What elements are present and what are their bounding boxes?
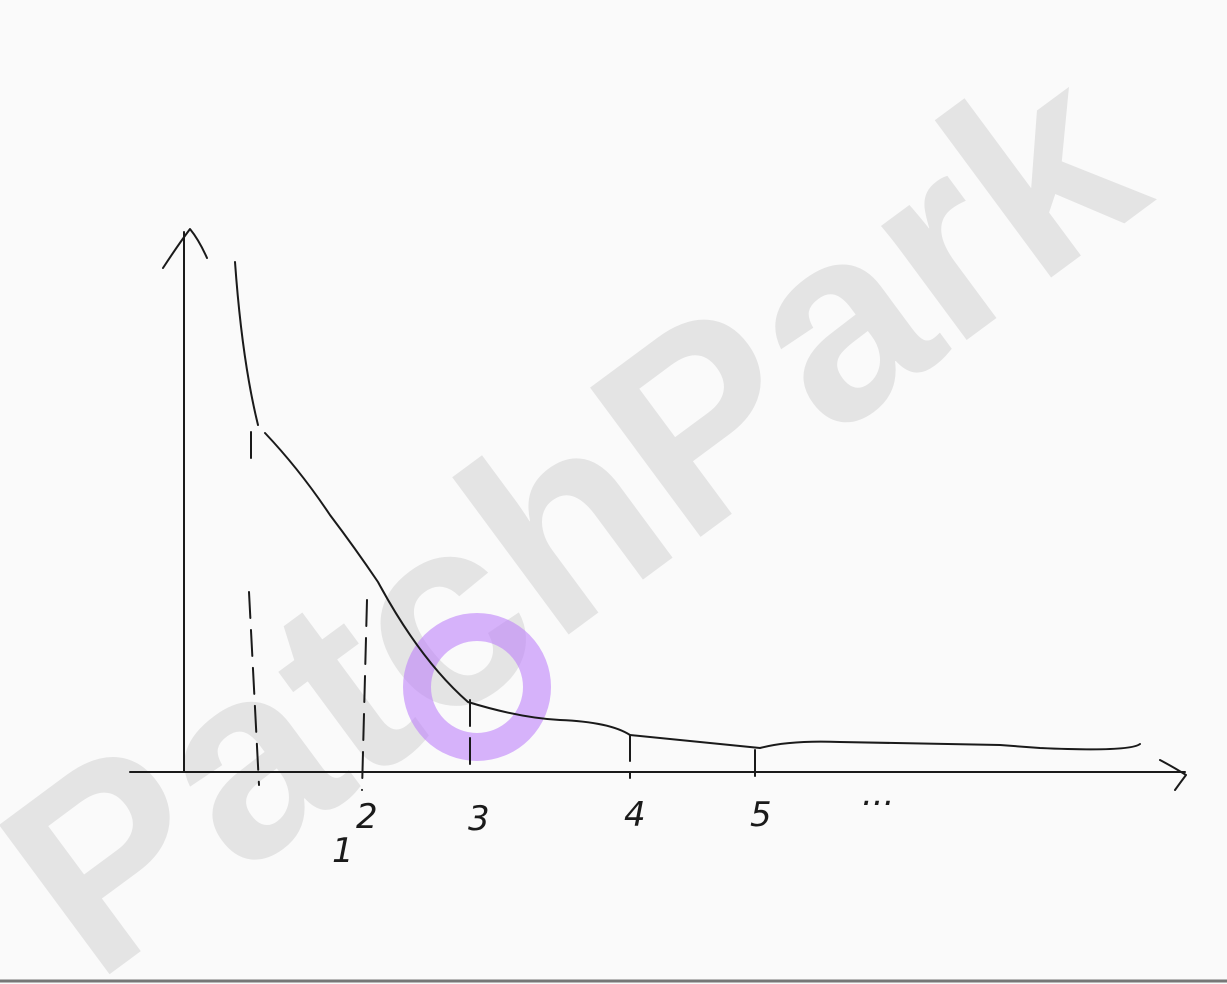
guide-2: [361, 599, 368, 791]
guide-1: [248, 431, 260, 786]
x-label: 5: [750, 795, 772, 835]
curve: [234, 261, 1141, 751]
x-label: 1: [332, 831, 354, 871]
x-arrow: [1159, 759, 1187, 791]
x-label: 3: [468, 799, 490, 839]
x-label: ...: [862, 774, 894, 814]
x-label: 2: [356, 797, 378, 837]
x-label: 4: [624, 795, 646, 835]
y-arrow: [162, 228, 208, 269]
highlight-circle: [403, 613, 551, 761]
